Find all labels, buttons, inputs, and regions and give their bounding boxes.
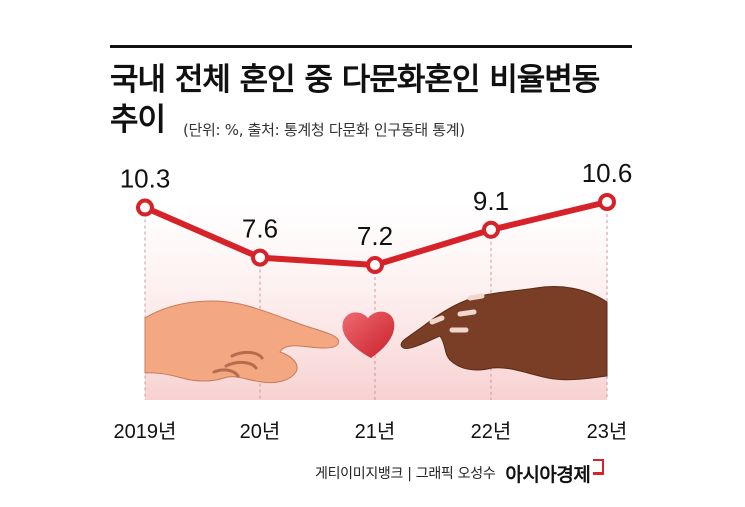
dark-hand-illustration xyxy=(400,286,608,381)
data-point xyxy=(598,193,616,211)
heart-illustration xyxy=(342,311,395,358)
chart-title-line-1: 국내 전체 혼인 중 다문화혼인 비율변동 xyxy=(110,62,600,98)
x-tick-label: 20년 xyxy=(240,420,281,443)
title-rule xyxy=(110,45,632,48)
data-point xyxy=(251,248,269,267)
x-tick-label: 2019년 xyxy=(114,420,177,443)
data-label: 7.2 xyxy=(357,221,393,251)
chart-title: 국내 전체 혼인 중 다문화혼인 비율변동 추이 xyxy=(110,60,640,140)
dark-hand-nails-illustration xyxy=(429,293,485,333)
data-point xyxy=(136,198,154,217)
credit-row: 게티이미지뱅크 | 그래픽 오성수 아시아경제 xyxy=(315,458,645,488)
illustration-hands-heart xyxy=(144,286,608,384)
x-tick-label: 21년 xyxy=(355,420,396,443)
data-label: 10.6 xyxy=(582,158,633,188)
data-label: 10.3 xyxy=(120,164,171,194)
brand-logo: 아시아경제 xyxy=(505,459,605,487)
x-tick-label: 23년 xyxy=(587,420,628,443)
data-label: 9.1 xyxy=(473,186,509,216)
data-point xyxy=(482,220,500,239)
light-hand-fingers-illustration xyxy=(212,350,264,378)
light-hand-illustration xyxy=(144,300,340,384)
x-axis-tick-labels: 2019년 20년 21년 22년 23년 xyxy=(114,420,628,443)
data-point xyxy=(366,256,384,274)
credit-text: 게티이미지뱅크 | 그래픽 오성수 xyxy=(315,466,496,482)
data-labels: 10.3 7.6 7.2 9.1 10.6 xyxy=(120,158,633,251)
brand-name: 아시아경제 xyxy=(505,463,591,486)
brand-mark-icon xyxy=(593,459,605,475)
x-tick-label: 22년 xyxy=(471,420,512,443)
chart-title-line-2: 추이 xyxy=(110,102,166,138)
data-label: 7.6 xyxy=(242,214,278,244)
data-markers xyxy=(136,193,616,274)
chart-subtitle: (단위: %, 출처: 통계청 다문화 인구동태 통계) xyxy=(183,121,465,139)
